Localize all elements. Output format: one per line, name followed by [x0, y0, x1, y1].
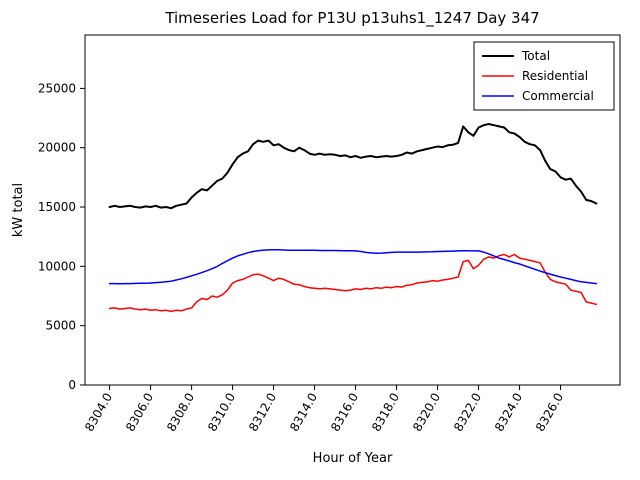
y-tick-label: 5000 — [45, 319, 76, 333]
x-tick-label: 8322.0 — [451, 391, 484, 434]
y-tick-label: 20000 — [38, 141, 76, 155]
y-tick-label: 25000 — [38, 81, 76, 95]
y-axis-label: kW total — [11, 183, 26, 237]
legend: Total Residential Commercial — [473, 41, 615, 111]
x-tick-label: 8316.0 — [328, 391, 361, 434]
x-tick-label: 8326.0 — [533, 391, 566, 434]
y-axis: 0 5000 10000 15000 20000 25000 — [38, 81, 85, 392]
x-tick-label: 8324.0 — [492, 391, 525, 434]
x-tick-label: 8306.0 — [123, 391, 156, 434]
y-tick-label: 10000 — [38, 259, 76, 273]
y-tick-label: 15000 — [38, 200, 76, 214]
x-tick-label: 8312.0 — [246, 391, 279, 434]
series-total-line — [108, 123, 598, 210]
x-tick-label: 8314.0 — [287, 391, 320, 434]
x-tick-label: 8308.0 — [164, 391, 197, 434]
y-tick-label: 0 — [68, 378, 76, 392]
x-tick-label: 8310.0 — [205, 391, 238, 434]
legend-label-commercial: Commercial — [522, 89, 594, 103]
series-commercial-line — [108, 248, 598, 285]
x-axis: 8304.0 8306.0 8308.0 8310.0 8312.0 8314.0 8316… — [82, 385, 566, 434]
x-tick-label: 8304.0 — [82, 391, 115, 434]
x-tick-label: 8318.0 — [369, 391, 402, 434]
series-lines — [108, 123, 598, 313]
legend-label-total: Total — [521, 49, 550, 63]
x-tick-label: 8320.0 — [410, 391, 443, 434]
x-axis-label: Hour of Year — [313, 451, 393, 466]
legend-label-residential: Residential — [522, 69, 588, 83]
chart-title: Timeseries Load for P13U p13uhs1_1247 Da… — [164, 9, 539, 28]
series-residential-line — [108, 253, 598, 313]
